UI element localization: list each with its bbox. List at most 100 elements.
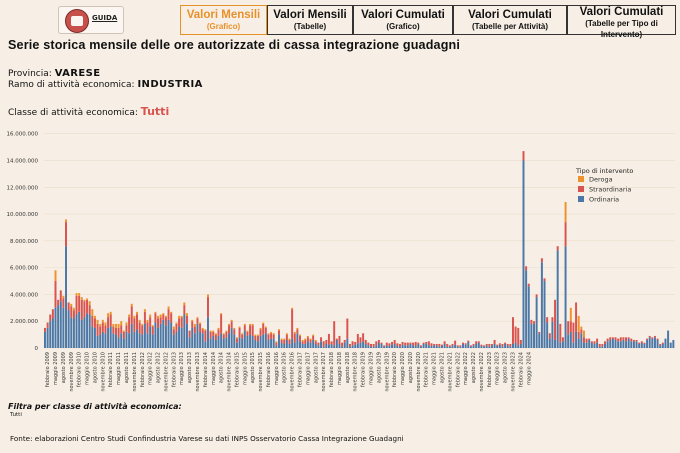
bar-deroga bbox=[138, 319, 141, 323]
bar-straordinaria bbox=[511, 317, 514, 344]
bar-ordinaria bbox=[301, 343, 304, 348]
bar-ordinaria bbox=[501, 346, 504, 348]
bar-ordinaria bbox=[372, 346, 375, 348]
bar-deroga bbox=[120, 321, 123, 326]
bar-deroga bbox=[230, 319, 233, 322]
source-note: Fonte: elaborazioni Centro Studi Confind… bbox=[10, 434, 404, 443]
bar-deroga bbox=[569, 307, 572, 322]
bar-straordinaria bbox=[199, 323, 202, 332]
bar-ordinaria bbox=[625, 341, 628, 348]
tab-valori-mensili-tabelle[interactable]: Valori Mensili (Tabelle) bbox=[267, 5, 353, 35]
bar-straordinaria bbox=[643, 342, 646, 344]
bar-ordinaria bbox=[485, 345, 488, 348]
bar-ordinaria bbox=[80, 319, 83, 348]
bar-ordinaria bbox=[306, 341, 309, 348]
bar-ordinaria bbox=[362, 341, 365, 348]
bar-ordinaria bbox=[143, 323, 146, 348]
bar-ordinaria bbox=[125, 331, 128, 348]
bar-ordinaria bbox=[493, 343, 496, 348]
bar-straordinaria bbox=[454, 340, 457, 345]
x-tick-label: maggio 2010 bbox=[85, 352, 91, 385]
bar-straordinaria bbox=[480, 344, 483, 346]
bar-deroga bbox=[93, 315, 96, 319]
bar-ordinaria bbox=[141, 334, 144, 348]
bar-ordinaria bbox=[472, 345, 475, 348]
bar-straordinaria bbox=[217, 329, 220, 336]
bar-deroga bbox=[283, 338, 286, 340]
bar-ordinaria bbox=[564, 246, 567, 348]
bar-ordinaria bbox=[609, 339, 612, 348]
bar-straordinaria bbox=[364, 339, 367, 344]
tab-valori-mensili-grafico[interactable]: Valori Mensili (Grafico) bbox=[180, 5, 267, 35]
bar-ordinaria bbox=[170, 322, 173, 348]
y-tick-label: 14.000.000 bbox=[7, 158, 39, 164]
filter-value[interactable]: Tutti bbox=[10, 412, 22, 418]
tab-title: Valori Cumulati bbox=[579, 6, 664, 18]
guida-button[interactable]: GUIDA bbox=[58, 6, 124, 34]
bar-ordinaria bbox=[533, 323, 535, 348]
bar-straordinaria bbox=[204, 330, 207, 342]
bar-ordinaria bbox=[304, 343, 307, 348]
bar-deroga bbox=[293, 331, 296, 334]
bar-straordinaria bbox=[535, 294, 538, 298]
bar-straordinaria bbox=[291, 309, 294, 339]
bar-straordinaria bbox=[196, 318, 199, 324]
bar-ordinaria bbox=[235, 342, 238, 348]
bar-deroga bbox=[83, 299, 86, 302]
provincia-label: Provincia: bbox=[8, 69, 52, 79]
bar-straordinaria bbox=[380, 342, 383, 344]
bar-straordinaria bbox=[446, 343, 449, 347]
bar-ordinaria bbox=[341, 346, 344, 348]
y-tick-label: 0 bbox=[35, 346, 39, 352]
bar-straordinaria bbox=[178, 318, 181, 327]
y-tick-label: 2.000.000 bbox=[10, 319, 38, 325]
bar-straordinaria bbox=[451, 343, 454, 346]
y-tick-label: 12.000.000 bbox=[7, 185, 39, 191]
bar-straordinaria bbox=[120, 325, 123, 334]
bar-straordinaria bbox=[154, 313, 157, 323]
bar-straordinaria bbox=[146, 322, 149, 334]
bar-ordinaria bbox=[451, 345, 454, 348]
x-tick-label: agosto 2015 bbox=[250, 352, 256, 383]
bar-ordinaria bbox=[588, 339, 591, 348]
bar-ordinaria bbox=[546, 322, 549, 348]
bar-straordinaria bbox=[577, 331, 580, 339]
bar-ordinaria bbox=[209, 338, 212, 348]
bar-straordinaria bbox=[517, 327, 520, 346]
tab-valori-cumulati-grafico[interactable]: Valori Cumulati (Grafico) bbox=[353, 5, 453, 35]
bar-straordinaria bbox=[170, 313, 173, 323]
bar-deroga bbox=[217, 327, 220, 330]
bar-straordinaria bbox=[249, 325, 252, 335]
bar-straordinaria bbox=[233, 329, 236, 335]
bar-deroga bbox=[178, 315, 181, 319]
bar-ordinaria bbox=[325, 343, 328, 348]
bar-deroga bbox=[183, 302, 186, 306]
x-tick-label: maggio 2015 bbox=[242, 352, 248, 385]
bar-straordinaria bbox=[646, 338, 649, 340]
tab-valori-cumulati-tipo[interactable]: Valori Cumulati (Tabelle per Tipo di Int… bbox=[567, 5, 676, 39]
bar-ordinaria bbox=[651, 338, 654, 348]
tab-valori-cumulati-attivita[interactable]: Valori Cumulati (Tabelle per Attività) bbox=[453, 5, 567, 35]
classe-label: Classe di attività economica: bbox=[8, 108, 138, 118]
bar-ordinaria bbox=[162, 319, 165, 348]
x-tick-label: febbraio 2022 bbox=[455, 352, 461, 387]
chart-bars bbox=[44, 151, 675, 348]
bar-deroga bbox=[107, 313, 110, 318]
bar-ordinaria bbox=[88, 314, 91, 348]
bar-straordinaria bbox=[272, 334, 275, 339]
bar-deroga bbox=[201, 327, 204, 330]
bar-ordinaria bbox=[109, 326, 112, 348]
bar-straordinaria bbox=[335, 338, 338, 340]
bar-ordinaria bbox=[377, 342, 380, 348]
bar-ordinaria bbox=[254, 339, 257, 348]
bar-deroga bbox=[185, 313, 188, 316]
bar-ordinaria bbox=[370, 346, 372, 348]
bar-straordinaria bbox=[561, 337, 564, 342]
bar-ordinaria bbox=[551, 321, 554, 348]
bar-ordinaria bbox=[296, 333, 299, 348]
bar-deroga bbox=[272, 333, 275, 335]
bar-deroga bbox=[209, 330, 212, 332]
y-tick-label: 10.000.000 bbox=[7, 212, 39, 218]
bar-straordinaria bbox=[427, 341, 430, 346]
